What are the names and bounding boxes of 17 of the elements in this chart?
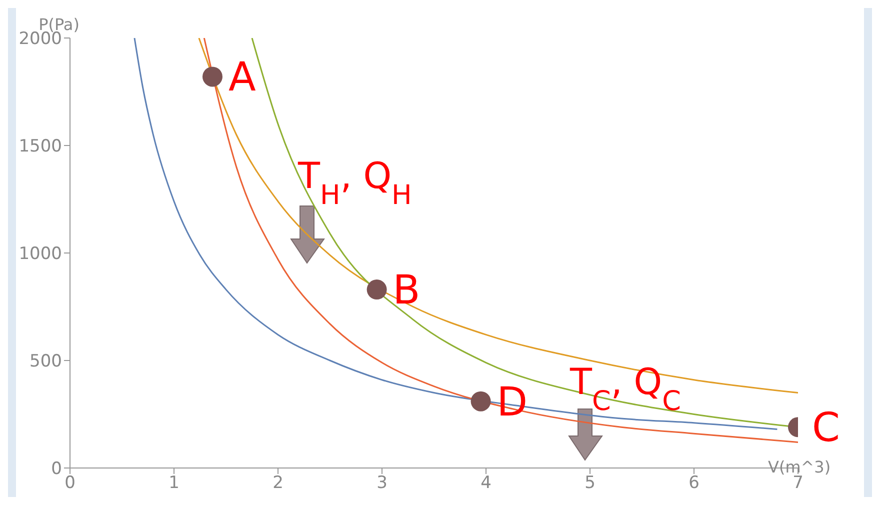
x-tick-label: 5: [584, 473, 596, 494]
annotation: C: [812, 405, 840, 452]
x-tick-label: 1: [168, 473, 180, 494]
x-tick-label: 3: [376, 473, 388, 494]
x-tick-label: 6: [688, 473, 700, 494]
y-tick-label: 0: [51, 459, 62, 480]
y-tick-label: 1000: [18, 244, 62, 264]
y-tick-label: 1500: [18, 136, 62, 157]
annotation: A: [228, 54, 256, 101]
annotation: T$_{H}$, Q$_{H}$: [297, 156, 412, 210]
x-tick-label: 0: [64, 473, 76, 494]
annotation: B: [392, 268, 420, 314]
x-tick-label: 4: [480, 473, 492, 494]
y-axis-title: P(Pa): [38, 15, 80, 34]
y-tick-label: 500: [30, 352, 62, 372]
line-series: [134, 38, 778, 430]
x-tick-label: 2: [272, 473, 284, 494]
